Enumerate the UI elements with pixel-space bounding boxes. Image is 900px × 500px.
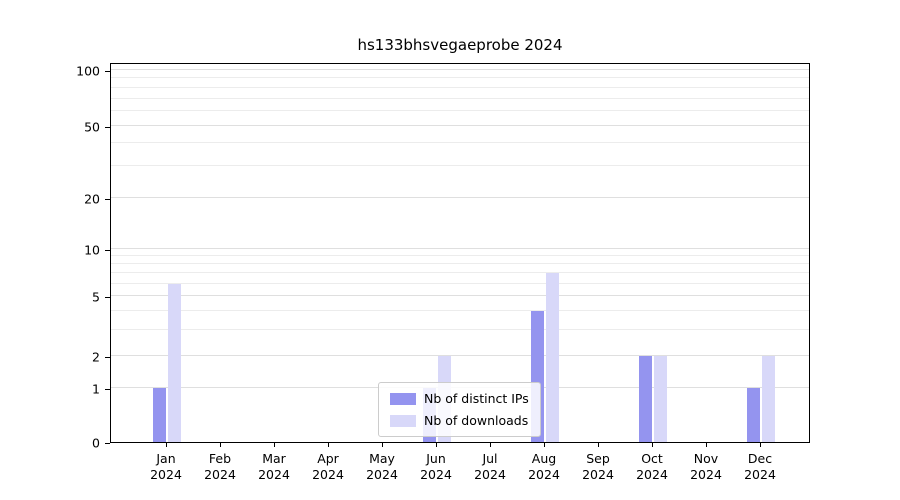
gridline-7 [111,272,809,274]
gridline-8 [111,263,809,265]
bar-downloads-dec [762,356,775,442]
x-tick-label-feb: Feb 2024 [204,451,236,483]
gridline-6 [111,282,809,284]
y-tick-mark [105,199,110,201]
gridline-50 [111,124,809,126]
x-tick-label-jun: Jun 2024 [420,451,452,483]
x-tick-label-oct: Oct 2024 [636,451,668,483]
gridline-70 [111,97,809,99]
bar-distinct-ips-jan [153,388,166,442]
x-tick-mark [706,443,707,447]
y-tick-label-50: 50 [84,119,100,135]
y-tick-label-10: 10 [84,242,100,258]
bar-downloads-jan [168,283,181,442]
y-tick-label-100: 100 [76,63,100,79]
gridline-90 [111,77,809,79]
y-tick-mark [105,389,110,391]
gridline-4 [111,309,809,311]
x-tick-mark [220,443,221,447]
y-tick-label-0: 0 [92,435,100,451]
x-tick-label-dec: Dec 2024 [744,451,776,483]
legend-item-downloads: Nb of downloads [390,413,529,428]
gridline-100 [111,68,809,70]
gridline-80 [111,86,809,88]
x-tick-label-mar: Mar 2024 [258,451,290,483]
x-tick-mark [544,443,545,447]
bar-distinct-ips-oct [639,356,652,442]
bar-distinct-ips-dec [747,388,760,442]
x-tick-label-jan: Jan 2024 [150,451,182,483]
legend-item-distinct-ips: Nb of distinct IPs [390,391,529,406]
x-tick-mark [328,443,329,447]
legend-swatch-distinct-ips [390,392,416,405]
y-tick-mark [105,357,110,359]
gridline-60 [111,110,809,112]
x-tick-mark [166,443,167,447]
y-tick-label-20: 20 [84,191,100,207]
x-tick-mark [760,443,761,447]
x-tick-mark [382,443,383,447]
gridline-3 [111,328,809,330]
gridline-2 [111,355,809,357]
y-tick-label-1: 1 [92,381,100,397]
legend: Nb of distinct IPs Nb of downloads [378,382,541,437]
x-tick-mark [436,443,437,447]
x-tick-label-aug: Aug 2024 [528,451,560,483]
chart-title: hs133bhsvegaeprobe 2024 [357,36,563,54]
y-tick-label-5: 5 [92,289,100,305]
gridline-5 [111,295,809,297]
y-tick-mark [105,126,110,128]
plot-area: Nb of distinct IPs Nb of downloads [110,63,810,443]
x-tick-label-nov: Nov 2024 [690,451,722,483]
gridline-30 [111,165,809,167]
bar-downloads-oct [654,356,667,442]
gridline-9 [111,255,809,257]
y-tick-label-2: 2 [92,349,100,365]
x-tick-mark [274,443,275,447]
legend-label-downloads: Nb of downloads [424,413,529,428]
gridline-40 [111,142,809,144]
x-tick-label-may: May 2024 [366,451,398,483]
x-tick-mark [652,443,653,447]
bar-downloads-aug [546,273,559,442]
y-tick-mark [105,297,110,299]
x-tick-label-jul: Jul 2024 [474,451,506,483]
x-tick-label-apr: Apr 2024 [312,451,344,483]
y-tick-mark [105,70,110,72]
x-tick-mark [490,443,491,447]
gridline-20 [111,197,809,199]
legend-label-distinct-ips: Nb of distinct IPs [424,391,529,406]
y-tick-mark [105,443,110,444]
legend-swatch-downloads [390,414,416,427]
y-tick-mark [105,249,110,251]
gridline-10 [111,247,809,249]
x-tick-label-sep: Sep 2024 [582,451,614,483]
x-tick-mark [598,443,599,447]
